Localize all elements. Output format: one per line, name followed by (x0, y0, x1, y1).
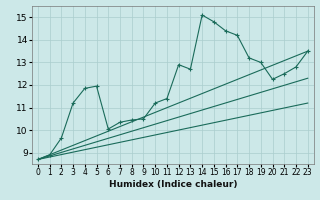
X-axis label: Humidex (Indice chaleur): Humidex (Indice chaleur) (108, 180, 237, 189)
